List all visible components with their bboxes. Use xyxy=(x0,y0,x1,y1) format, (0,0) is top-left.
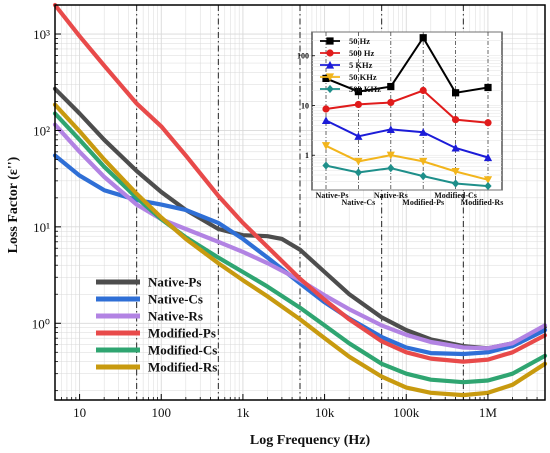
inset-marker xyxy=(419,86,427,95)
inset-y-tick-label: 100 xyxy=(297,52,309,61)
main-axis-ticks: 10 100 1k 10k 100k 1M 10⁰ 10¹ 10² 10³ xyxy=(32,4,546,420)
legend-label: Modified-Cs xyxy=(148,343,217,358)
inset-marker xyxy=(452,179,460,188)
inset-series-line xyxy=(325,35,489,94)
inset-x-tick-label: Modified-Rs xyxy=(461,198,504,207)
inset-marker xyxy=(326,37,334,45)
inset-legend-label: 500 KHz xyxy=(349,84,381,94)
inset-y-tick-label: 10 xyxy=(301,101,309,110)
main-series-lines xyxy=(52,2,548,398)
x-tick-label: 10k xyxy=(315,405,335,420)
inset-marker xyxy=(451,167,460,176)
inset-marker xyxy=(354,100,362,109)
inset-marker xyxy=(326,49,334,57)
inset-marker xyxy=(354,132,363,140)
inset-series-line xyxy=(325,164,489,188)
series-line xyxy=(52,111,548,385)
inset-marker xyxy=(325,60,335,69)
inset-legend: 50 Hz 500 Hz 5 KHz 50 KHz 500 KHz xyxy=(320,36,381,94)
inset-axis-ticks: 110100Native-PsNative-CsNative-RsModifie… xyxy=(297,52,503,207)
inset-x-tick-label: Native-Rs xyxy=(374,191,408,200)
inset-marker xyxy=(354,88,362,96)
inset-marker xyxy=(483,153,493,162)
inset-marker xyxy=(484,119,492,127)
inset-series-lines xyxy=(321,34,493,191)
inset-x-tick-label: Modified-Ps xyxy=(402,198,444,207)
inset-legend-label: 50 Hz xyxy=(349,36,370,46)
inset-marker xyxy=(321,142,331,150)
legend-label: Modified-Rs xyxy=(148,360,217,375)
series-line xyxy=(52,2,548,364)
inset-x-tick-label: Native-Ps xyxy=(316,191,349,200)
inset-legend-label: 5 KHz xyxy=(349,60,373,70)
inset-marker xyxy=(419,172,427,181)
inset-marker xyxy=(322,105,330,113)
inset-grid xyxy=(312,31,502,191)
series-line xyxy=(52,102,548,398)
y-tick-label: 10⁰ xyxy=(32,316,50,331)
inset-series-line xyxy=(325,144,489,181)
inset-marker xyxy=(452,89,460,97)
legend-label: Native-Cs xyxy=(148,292,203,307)
inset-marker xyxy=(387,164,395,173)
x-axis-title: Log Frequency (Hz) xyxy=(250,433,371,448)
inset-marker xyxy=(321,116,331,125)
inset-marker xyxy=(322,161,330,170)
inset-marker xyxy=(419,34,427,42)
main-legend: Native-Ps Native-Cs Native-Rs Modified-Ps Mo… xyxy=(96,275,217,375)
y-axis-title: Loss Factor (ε'') xyxy=(6,156,21,253)
x-tick-label: 1M xyxy=(479,405,498,420)
legend-label: Native-Rs xyxy=(148,309,203,324)
inset-marker xyxy=(452,116,460,124)
inset-marker xyxy=(387,98,395,107)
inset-legend-label: 50 KHz xyxy=(349,72,377,82)
y-tick-label: 10¹ xyxy=(33,220,50,235)
inset-marker xyxy=(484,181,492,191)
inset-series-line xyxy=(325,89,489,124)
inset-marker xyxy=(325,73,335,82)
x-tick-label: 1k xyxy=(236,405,250,420)
inset-marker xyxy=(419,128,428,136)
inset-marker xyxy=(386,125,395,134)
inset-marker xyxy=(326,84,334,94)
legend-label: Native-Ps xyxy=(148,275,201,290)
x-tick-label: 100 xyxy=(152,405,172,420)
x-tick-label: 100k xyxy=(393,405,420,420)
inset-marker xyxy=(483,176,493,184)
legend-label: Modified-Ps xyxy=(148,326,216,341)
inset-marker xyxy=(451,143,460,152)
inset-legend-label: 500 Hz xyxy=(349,48,374,58)
inset-marker xyxy=(354,168,362,177)
inset-marker xyxy=(386,151,395,160)
inset-marker xyxy=(419,157,428,166)
inset-marker xyxy=(387,82,395,91)
inset-marker xyxy=(322,74,330,83)
inset-chart: 110100Native-PsNative-CsNative-RsModifie… xyxy=(297,31,503,207)
inset-series-line xyxy=(325,119,489,159)
inset-background xyxy=(311,31,503,191)
y-tick-label: 10² xyxy=(33,123,50,138)
x-tick-label: 10 xyxy=(73,405,86,420)
inset-x-tick-label: Native-Cs xyxy=(342,198,376,207)
inset-marker xyxy=(354,157,363,166)
inset-marker xyxy=(484,83,492,92)
inset-x-tick-label: Modified-Cs xyxy=(434,191,477,200)
y-tick-label: 10³ xyxy=(33,27,50,42)
inset-y-tick-label: 1 xyxy=(305,151,309,160)
